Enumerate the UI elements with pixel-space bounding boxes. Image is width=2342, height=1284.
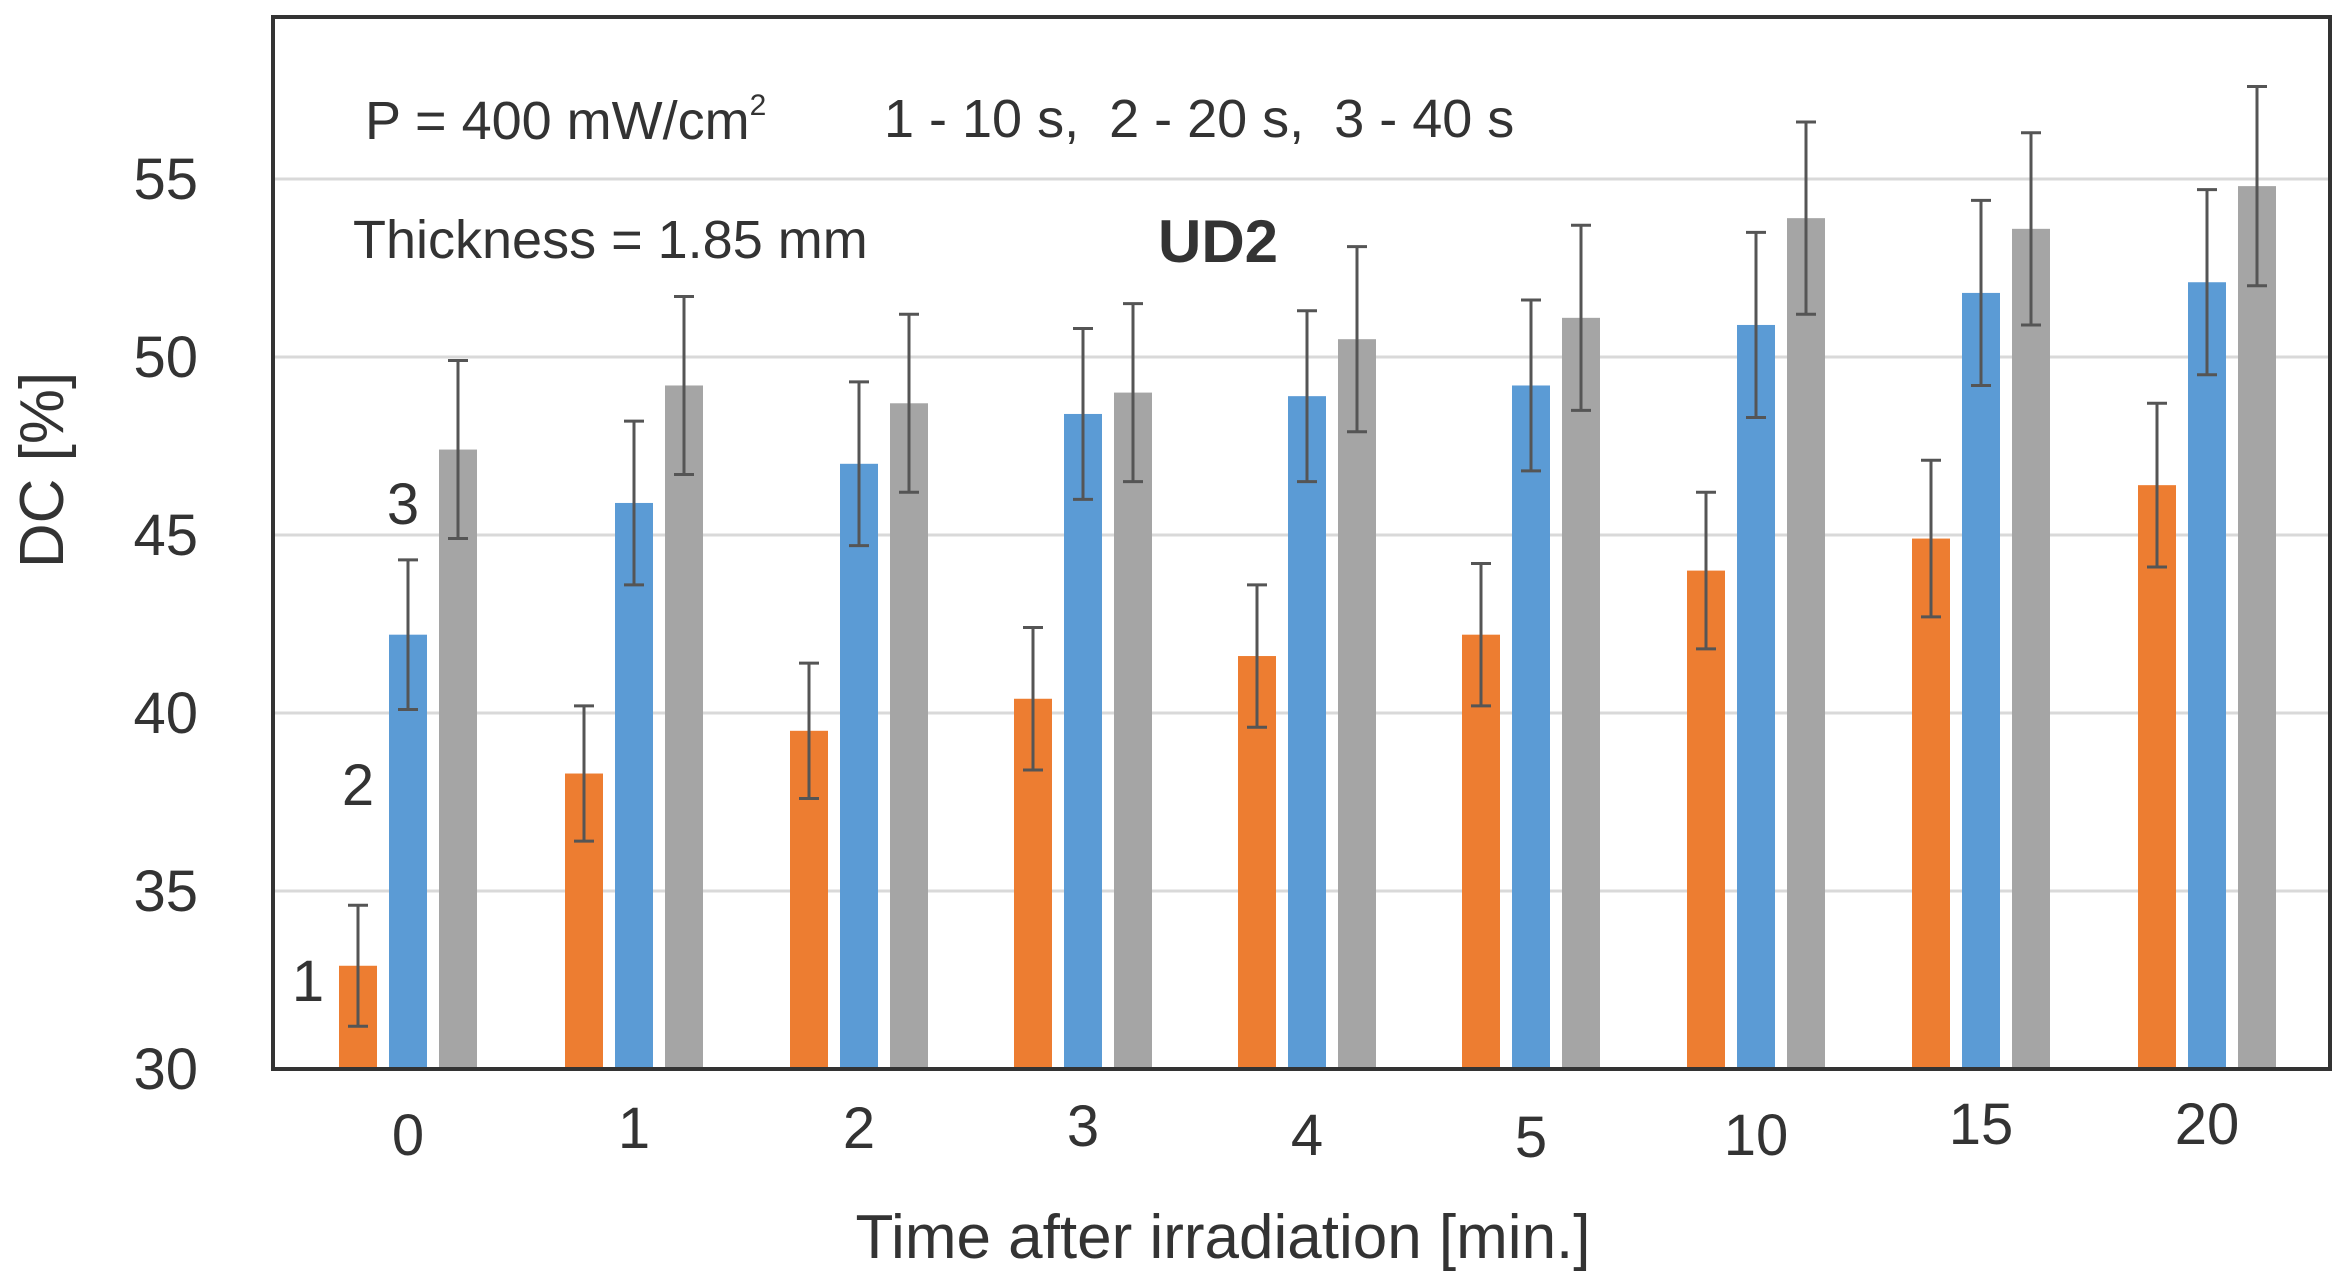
bar-series-2-10	[1737, 324, 1775, 1070]
y-tick-label: 55	[133, 147, 198, 212]
bars	[339, 186, 2276, 1070]
error-bar	[398, 558, 418, 711]
bar-series-2-4	[1288, 396, 1326, 1069]
error-bar	[1247, 583, 1267, 729]
bar-series-3-5	[1562, 317, 1600, 1070]
x-tick-label: 4	[1291, 1103, 1323, 1168]
plot-frame	[271, 15, 2332, 1071]
error-bar	[1023, 626, 1043, 772]
error-bar	[1746, 230, 1766, 420]
series-label-1: 1	[292, 949, 324, 1014]
bar-series-2-15	[1962, 292, 2000, 1069]
x-axis-title: Time after irradiation [min.]	[855, 1203, 1590, 1272]
y-axis-title: DC [%]	[8, 372, 77, 568]
bar-series-1-10	[1687, 570, 1725, 1069]
error-bar	[1571, 223, 1591, 412]
error-bar	[849, 380, 869, 548]
error-bar	[2021, 131, 2041, 327]
bar-series-3-20	[2238, 186, 2276, 1069]
y-tick-label: 30	[133, 1037, 198, 1102]
thickness-annotation: Thickness = 1.85 mm	[353, 210, 868, 270]
error-bars	[348, 84, 2267, 1028]
bar-series-3-2	[890, 403, 928, 1069]
bar-series-2-5	[1512, 385, 1550, 1070]
y-tick-label: 50	[133, 325, 198, 390]
bar-series-2-2	[840, 463, 878, 1069]
error-bar	[2147, 401, 2167, 569]
x-tick-label: 3	[1067, 1094, 1099, 1159]
bar-series-3-4	[1338, 339, 1376, 1069]
legend-annotation: 1 - 10 s, 2 - 20 s, 3 - 40 s	[884, 89, 1514, 149]
error-bar	[348, 903, 368, 1028]
error-bar	[624, 419, 644, 587]
error-bar	[1297, 309, 1317, 484]
error-bar	[1921, 458, 1941, 619]
chart-title: UD2	[1158, 208, 1278, 275]
error-bar	[574, 704, 594, 843]
x-tick-label: 1	[618, 1096, 650, 1161]
bar-series-1-20	[2138, 485, 2176, 1069]
error-bar	[799, 661, 819, 800]
error-bar	[1471, 561, 1491, 708]
x-tick-label: 10	[1724, 1103, 1789, 1168]
error-bar	[1347, 245, 1367, 434]
y-tick-label: 35	[133, 859, 198, 924]
bar-series-2-1	[615, 502, 653, 1070]
error-bar	[1971, 198, 1991, 387]
series-number-labels: 1 2 3	[292, 472, 419, 1014]
series-label-3: 3	[387, 472, 419, 537]
error-bar	[1123, 302, 1143, 484]
y-tick-label: 40	[133, 681, 198, 746]
bar-series-3-10	[1787, 218, 1825, 1069]
error-bar	[1521, 298, 1541, 473]
x-tick-label: 15	[1949, 1092, 2014, 1157]
error-bar	[1073, 327, 1093, 501]
bar-series-2-20	[2188, 282, 2226, 1069]
y-tick-labels: 30 35 40 45 50 55	[133, 147, 198, 1102]
bar-series-3-3	[1114, 392, 1152, 1070]
error-bar	[448, 359, 468, 541]
bar-series-3-0	[439, 449, 477, 1069]
x-tick-label: 2	[843, 1096, 875, 1161]
bar-series-2-3	[1064, 413, 1102, 1070]
x-tick-label: 0	[392, 1103, 424, 1168]
error-bar	[2197, 188, 2217, 377]
error-bar	[1696, 490, 1716, 651]
bar-series-3-1	[665, 385, 703, 1070]
bar-series-1-15	[1912, 538, 1950, 1069]
x-tick-label: 5	[1515, 1105, 1547, 1170]
power-annotation: P = 400 mW/cm2	[365, 89, 766, 151]
y-tick-label: 45	[133, 503, 198, 568]
bar-series-3-15	[2012, 228, 2050, 1070]
error-bar	[2247, 84, 2267, 288]
error-bar	[899, 312, 919, 494]
series-label-2: 2	[342, 753, 374, 818]
error-bar	[674, 294, 694, 476]
error-bar	[1796, 120, 1816, 316]
x-tick-labels: 0 1 2 3 4 5 10 15 20	[392, 1092, 2239, 1170]
x-tick-label: 20	[2175, 1092, 2240, 1157]
